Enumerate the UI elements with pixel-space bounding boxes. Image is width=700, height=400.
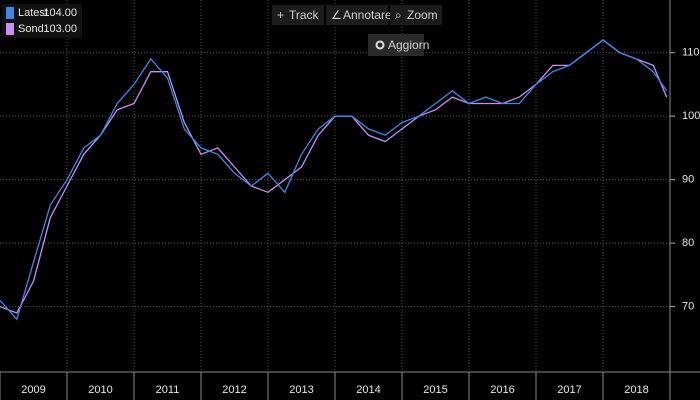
x-tick-label: 2016 (490, 384, 514, 396)
toolbar-button-bg (272, 5, 324, 25)
toolbar-button-bg (390, 5, 442, 25)
toolbar-button[interactable]: ∠ Annotare (326, 5, 392, 25)
refresh-icon (375, 40, 385, 50)
y-tick-label: 110 (682, 47, 700, 59)
legend-value: 103.00 (43, 23, 77, 35)
legend-swatch (6, 23, 14, 35)
x-tick-label: 2012 (222, 384, 246, 396)
legend-swatch (6, 7, 14, 19)
legend-value: 104.00 (43, 7, 77, 19)
x-tick-label: 2009 (21, 384, 45, 396)
toolbar-button[interactable]: + Track (272, 5, 324, 25)
x-tick-label: 2017 (557, 384, 581, 396)
toolbar-label: Zoom (407, 8, 438, 22)
x-tick-label: 2010 (88, 384, 112, 396)
y-tick-label: 80 (682, 237, 694, 249)
refresh-button-bg (368, 34, 424, 56)
legend-box (2, 4, 82, 38)
x-tick-label: 2011 (156, 384, 180, 396)
legend-label: Latest (18, 7, 48, 19)
toolbar-icon: ∠ (331, 8, 342, 22)
y-tick-label: 70 (682, 301, 694, 313)
series-line (0, 39, 668, 321)
toolbar-label: Annotare (343, 8, 392, 22)
x-tick-label: 2015 (423, 384, 447, 396)
x-tick-label: 2013 (289, 384, 313, 396)
toolbar-icon: ⌕ (395, 8, 402, 22)
x-tick-label: 2018 (624, 384, 648, 396)
y-tick-label: 100 (682, 110, 700, 122)
refresh-button[interactable]: Aggiorn (368, 34, 429, 56)
toolbar-icon: + (277, 8, 284, 22)
toolbar-button-bg (326, 5, 388, 25)
toolbar-button[interactable]: ⌕ Zoom (390, 5, 442, 25)
x-tick-label: 2014 (356, 384, 380, 396)
refresh-label: Aggiorn (388, 38, 429, 52)
legend-label: Sond (18, 23, 44, 35)
y-tick-label: 90 (682, 174, 694, 186)
toolbar-label: Track (289, 8, 320, 22)
